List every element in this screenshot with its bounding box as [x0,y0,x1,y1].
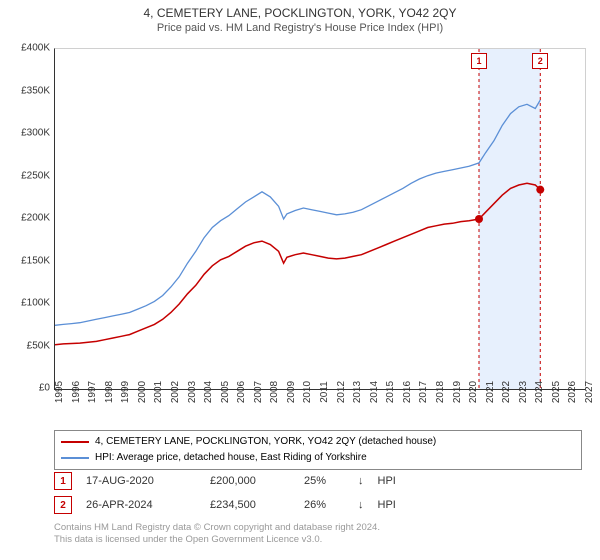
x-tick-label: 2008 [269,381,280,403]
chart-title: 4, CEMETERY LANE, POCKLINGTON, YORK, YO4… [0,0,600,20]
x-tick-label: 2027 [584,381,595,403]
marker-date: 26-APR-2024 [86,499,196,511]
x-tick-label: 2021 [485,381,496,403]
marker-badge: 2 [54,496,72,514]
x-tick-label: 2019 [452,381,463,403]
footer: Contains HM Land Registry data © Crown c… [54,522,380,547]
x-tick-label: 1997 [87,381,98,403]
x-tick-label: 2010 [302,381,313,403]
y-tick-label: £400K [21,43,50,54]
marker-vs: HPI [378,499,396,511]
legend-row: 4, CEMETERY LANE, POCKLINGTON, YORK, YO4… [61,434,575,450]
x-tick-label: 2005 [220,381,231,403]
x-tick-label: 2017 [418,381,429,403]
footer-line1: Contains HM Land Registry data © Crown c… [54,522,380,534]
x-tick-label: 2003 [187,381,198,403]
x-tick-label: 2002 [170,381,181,403]
y-tick-label: £0 [39,383,50,394]
y-tick-label: £150K [21,255,50,266]
x-tick-label: 2013 [352,381,363,403]
plot-area: 12 [54,48,586,390]
arrow-down-icon: ↓ [358,475,364,487]
chart-subtitle: Price paid vs. HM Land Registry's House … [0,20,600,38]
marker-table: 1 17-AUG-2020 £200,000 25% ↓ HPI 2 26-APR-2024 £… [54,472,396,520]
x-tick-label: 2000 [137,381,148,403]
plot-marker-badge: 2 [532,53,548,69]
marker-vs: HPI [378,475,396,487]
y-tick-label: £300K [21,128,50,139]
x-tick-label: 2026 [567,381,578,403]
x-tick-label: 2025 [551,381,562,403]
legend-row: HPI: Average price, detached house, East… [61,450,575,466]
x-tick-label: 2020 [468,381,479,403]
marker-price: £234,500 [210,499,290,511]
y-tick-label: £350K [21,85,50,96]
chart-svg [55,49,585,389]
y-tick-label: £50K [27,340,50,351]
x-tick-label: 2009 [286,381,297,403]
legend-label: HPI: Average price, detached house, East… [95,450,367,466]
legend-swatch [61,441,89,443]
x-tick-label: 1996 [71,381,82,403]
legend-label: 4, CEMETERY LANE, POCKLINGTON, YORK, YO4… [95,434,436,450]
marker-table-row: 1 17-AUG-2020 £200,000 25% ↓ HPI [54,472,396,490]
x-tick-label: 2012 [336,381,347,403]
marker-date: 17-AUG-2020 [86,475,196,487]
marker-price: £200,000 [210,475,290,487]
chart-container: 4, CEMETERY LANE, POCKLINGTON, YORK, YO4… [0,0,600,560]
x-tick-label: 2004 [203,381,214,403]
legend: 4, CEMETERY LANE, POCKLINGTON, YORK, YO4… [54,430,582,470]
y-tick-label: £200K [21,213,50,224]
x-tick-label: 2016 [402,381,413,403]
legend-swatch [61,457,89,459]
marker-badge: 1 [54,472,72,490]
x-tick-label: 2023 [518,381,529,403]
x-tick-label: 2022 [501,381,512,403]
y-tick-label: £250K [21,170,50,181]
x-tick-label: 1999 [120,381,131,403]
y-tick-label: £100K [21,298,50,309]
marker-table-row: 2 26-APR-2024 £234,500 26% ↓ HPI [54,496,396,514]
plot-marker-badge: 1 [471,53,487,69]
footer-line2: This data is licensed under the Open Gov… [54,534,380,546]
x-tick-label: 2007 [253,381,264,403]
x-tick-label: 1998 [104,381,115,403]
x-tick-label: 2006 [236,381,247,403]
x-tick-label: 2001 [153,381,164,403]
x-tick-label: 2014 [369,381,380,403]
x-tick-label: 1995 [54,381,65,403]
x-tick-label: 2011 [319,381,330,403]
x-tick-label: 2024 [534,381,545,403]
x-tick-label: 2018 [435,381,446,403]
marker-pct: 26% [304,499,344,511]
arrow-down-icon: ↓ [358,499,364,511]
x-tick-label: 2015 [385,381,396,403]
marker-pct: 25% [304,475,344,487]
